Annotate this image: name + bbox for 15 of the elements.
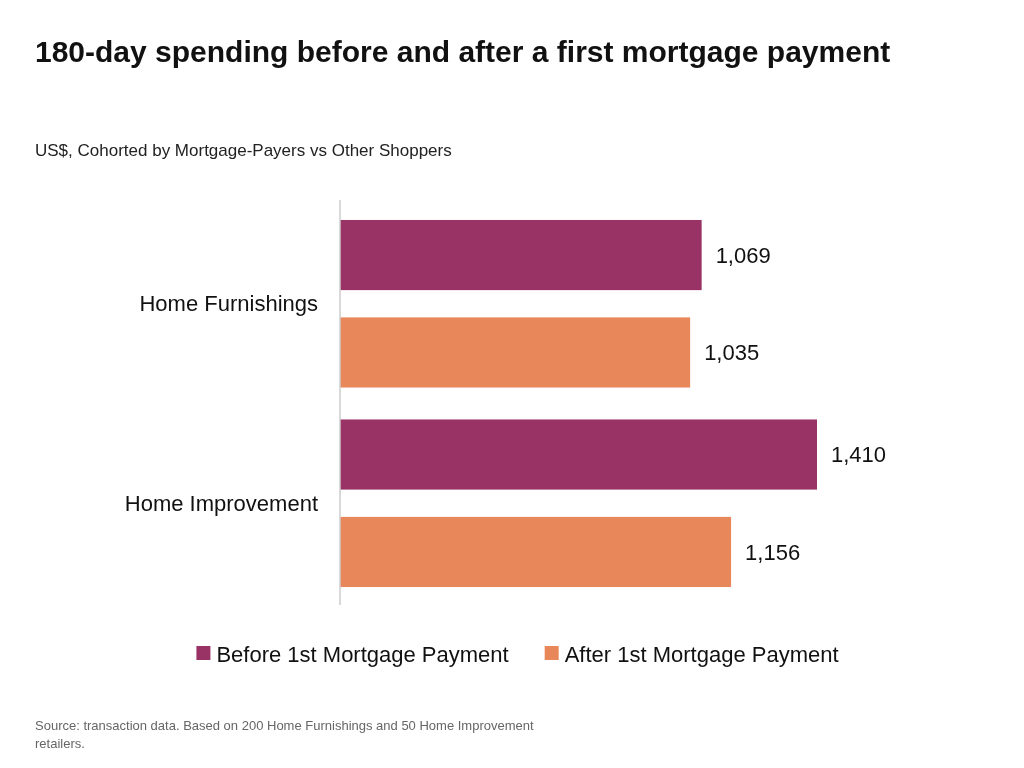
bar <box>340 419 817 490</box>
chart-title: 180-day spending before and after a first mortgage payment <box>35 35 891 68</box>
legend-label: Before 1st Mortgage Payment <box>216 641 509 667</box>
data-label: 1,156 <box>745 539 801 565</box>
legend-label: After 1st Mortgage Payment <box>564 641 839 667</box>
y-tick-label: Home Improvement <box>124 490 318 516</box>
data-label: 1,069 <box>715 242 771 268</box>
data-label: 1,410 <box>831 442 887 468</box>
source-note: Source: transaction data. Based on 200 Home Furnishings and 50 Home Improvement retailers. <box>35 718 534 751</box>
bar <box>340 219 702 291</box>
bar <box>340 516 732 588</box>
bar <box>340 317 691 388</box>
chart-subtitle: US$, Cohorted by Mortgage-Payers vs Other Shoppers <box>35 141 452 160</box>
data-label: 1,035 <box>704 340 760 366</box>
y-tick-label: Home Furnishings <box>139 291 318 317</box>
